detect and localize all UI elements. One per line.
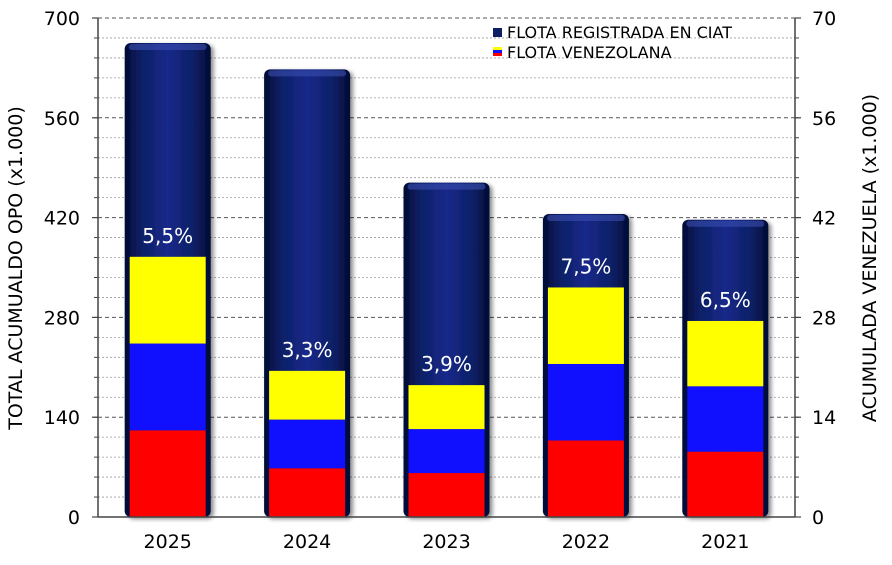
bar-group: 5,5%: [124, 42, 211, 517]
right-tick-label: 56: [812, 108, 836, 130]
bars: 5,5% 3,3% 3,9% 7,5% 6,5%: [124, 42, 769, 518]
x-tick-label: 2022: [562, 531, 610, 553]
left-axis-ticks: 0 140 280 420 560 700: [44, 8, 98, 529]
legend-item-ciat: FLOTA REGISTRADA EN CIAT: [493, 23, 732, 42]
bar-venezolana-red: [129, 430, 206, 517]
right-tick-label: 28: [812, 307, 836, 329]
legend-swatch-venezolana-blue: [493, 50, 502, 53]
left-tick-label: 560: [44, 108, 80, 130]
bar-venezolana-red: [269, 468, 346, 517]
bar-venezolana-blue: [547, 363, 624, 441]
legend: FLOTA REGISTRADA EN CIAT FLOTA VENEZOLAN…: [493, 23, 732, 62]
legend-swatch-ciat: [493, 28, 502, 37]
bar-group: 3,3%: [264, 69, 351, 517]
x-tick-label: 2023: [422, 531, 470, 553]
bar-venezolana-yellow: [408, 385, 485, 430]
bar-venezolana-yellow: [269, 370, 346, 420]
legend-swatch-venezolana-red: [493, 53, 502, 56]
x-axis-ticks: 2025 2024 2023 2022 2021: [144, 531, 750, 553]
right-tick-label: 42: [812, 208, 836, 230]
bar-flota-ciat-highlight: [546, 215, 625, 222]
bar-venezolana-blue: [129, 343, 206, 431]
right-axis-ticks: 0 14 28 42 56 70: [795, 8, 836, 529]
legend-label-ciat: FLOTA REGISTRADA EN CIAT: [507, 23, 732, 42]
bar-group: 6,5%: [682, 219, 769, 517]
left-tick-label: 280: [44, 307, 80, 329]
percentage-label: 5,5%: [142, 224, 193, 248]
bar-flota-ciat-highlight: [407, 183, 486, 190]
x-tick-label: 2024: [283, 531, 331, 553]
left-tick-label: 700: [44, 8, 80, 30]
legend-label-venezolana: FLOTA VENEZOLANA: [507, 43, 672, 62]
right-tick-label: 0: [812, 507, 824, 529]
legend-swatch-venezolana-yellow: [493, 47, 502, 50]
bar-venezolana-blue: [269, 419, 346, 469]
bar-group: 7,5%: [542, 214, 629, 518]
bar-flota-ciat-highlight: [128, 43, 207, 50]
bar-venezolana-red: [687, 451, 764, 517]
bar-venezolana-yellow: [129, 256, 206, 344]
bar-venezolana-yellow: [547, 287, 624, 364]
left-tick-label: 0: [68, 507, 80, 529]
left-tick-label: 420: [44, 208, 80, 230]
bar-venezolana-red: [408, 473, 485, 517]
percentage-label: 6,5%: [700, 288, 751, 312]
right-axis-title: ACUMULADA VENEZUELA (x1.000): [859, 94, 881, 422]
right-tick-label: 70: [812, 8, 836, 30]
percentage-label: 7,5%: [560, 254, 611, 278]
bar-flota-ciat-highlight: [686, 220, 765, 227]
x-tick-label: 2025: [144, 531, 192, 553]
bar-venezolana-blue: [687, 386, 764, 452]
bar-venezolana-blue: [408, 429, 485, 474]
bar-group: 3,9%: [403, 182, 490, 518]
percentage-label: 3,3%: [282, 338, 333, 362]
percentage-label: 3,9%: [421, 352, 472, 376]
bar-venezolana-yellow: [687, 320, 764, 387]
bar-venezolana-red: [547, 440, 624, 517]
bar-flota-ciat-highlight: [268, 70, 347, 77]
left-tick-label: 140: [44, 407, 80, 429]
right-tick-label: 14: [812, 407, 836, 429]
x-tick-label: 2021: [701, 531, 749, 553]
legend-item-venezolana: FLOTA VENEZOLANA: [493, 43, 672, 62]
left-axis-title: TOTAL ACUMUALDO OPO (x1.000): [5, 106, 27, 431]
